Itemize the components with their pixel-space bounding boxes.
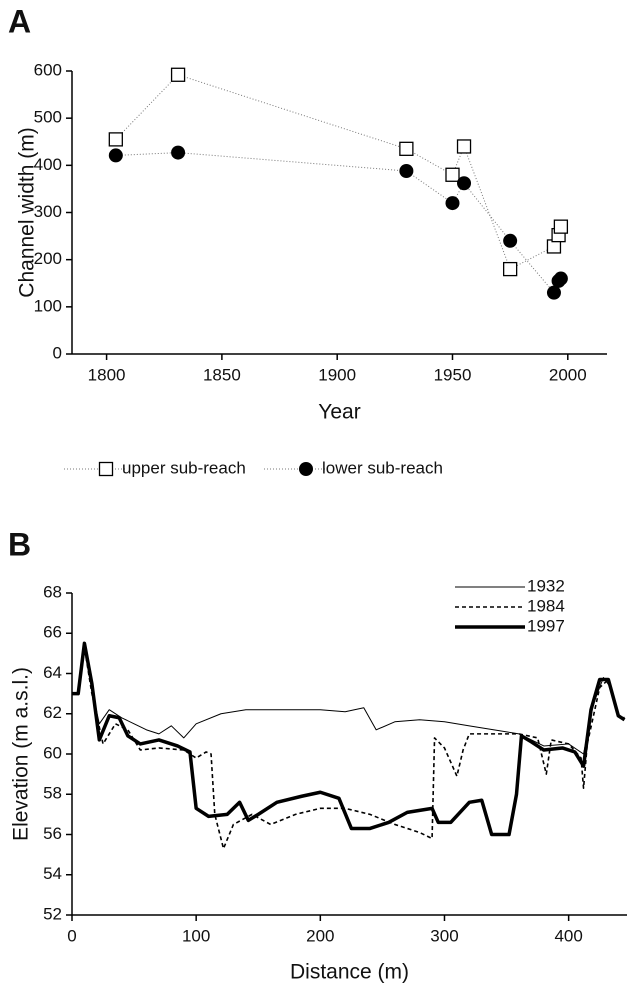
x-tick-label: 0: [67, 926, 76, 945]
y-tick-label: 56: [43, 824, 62, 843]
panel-label: A: [8, 3, 31, 39]
line: [72, 646, 625, 850]
legend-label: upper sub-reach: [122, 458, 246, 477]
connector: [115, 74, 562, 270]
point: [445, 196, 460, 211]
point: [456, 139, 472, 154]
line: [72, 646, 625, 755]
y-tick-label: 66: [43, 623, 62, 642]
point: [108, 148, 123, 163]
point: [445, 167, 460, 182]
x-tick-label: 1800: [88, 365, 126, 384]
connector: [115, 152, 562, 294]
y-tick-label: 500: [34, 108, 62, 127]
panel-label: B: [8, 526, 31, 562]
x-tick-label: 1950: [434, 365, 472, 384]
x-tick-label: 300: [430, 926, 458, 945]
point: [553, 271, 568, 286]
legend-label: 1984: [527, 596, 565, 615]
legend-label: 1997: [527, 616, 565, 635]
x-tick-label: 2000: [549, 365, 587, 384]
x-axis-label: Year: [318, 401, 360, 424]
point: [457, 176, 472, 191]
y-tick-label: 68: [43, 582, 62, 601]
y-tick-label: 300: [34, 202, 62, 221]
point: [399, 163, 414, 178]
y-tick-label: 54: [43, 864, 62, 883]
y-tick-label: 0: [53, 343, 62, 362]
point: [546, 285, 561, 300]
y-tick-label: 200: [34, 249, 62, 268]
point: [108, 132, 123, 147]
legend-marker: [98, 461, 114, 477]
y-tick-label: 58: [43, 784, 62, 803]
point: [171, 145, 186, 160]
x-tick-label: 1900: [318, 365, 356, 384]
legend-marker: [299, 462, 313, 476]
y-tick-label: 60: [43, 743, 62, 762]
x-tick-label: 1850: [203, 365, 241, 384]
x-tick-label: 100: [182, 926, 210, 945]
legend-label: lower sub-reach: [322, 458, 443, 477]
x-tick-label: 400: [554, 926, 582, 945]
point: [399, 141, 414, 156]
x-tick-label: 200: [306, 926, 334, 945]
legend-label: 1932: [527, 576, 565, 595]
y-axis-label: Elevation (m a.s.l.): [10, 667, 33, 841]
point: [553, 219, 569, 234]
y-tick-label: 100: [34, 296, 62, 315]
y-tick-label: 52: [43, 904, 62, 923]
point: [170, 67, 186, 82]
y-axis-label: Channel width (m): [16, 127, 39, 297]
x-axis-label: Distance (m): [290, 961, 409, 984]
y-tick-label: 400: [34, 155, 62, 174]
y-tick-label: 64: [43, 663, 62, 682]
point: [503, 233, 518, 248]
y-tick-label: 62: [43, 703, 62, 722]
y-tick-label: 600: [34, 60, 62, 79]
line: [72, 641, 626, 837]
point: [502, 261, 518, 277]
